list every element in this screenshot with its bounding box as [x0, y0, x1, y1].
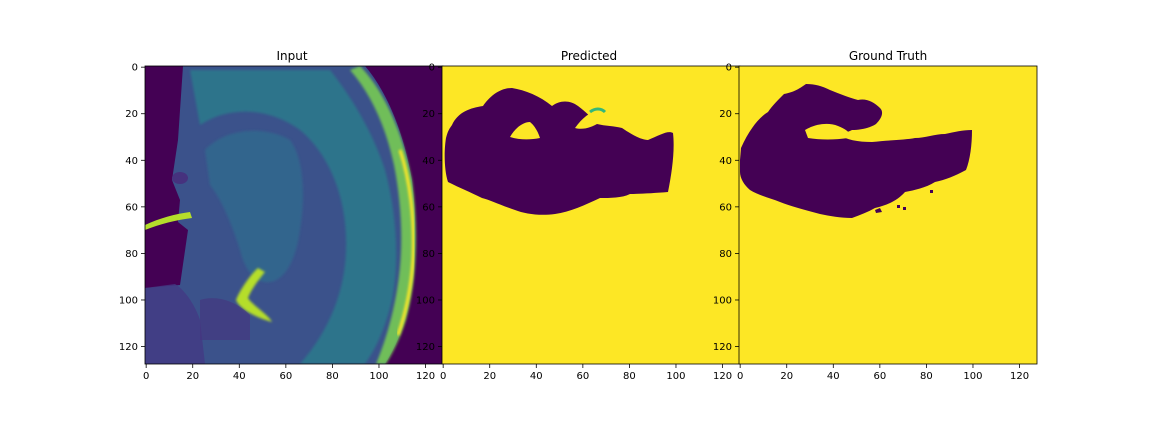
y-tick-label: 40 — [125, 156, 138, 167]
y-tick-label: 0 — [132, 63, 138, 74]
x-tick-label: 40 — [530, 371, 543, 382]
x-tick-label: 80 — [920, 371, 933, 382]
x-tick-label: 80 — [623, 371, 636, 382]
y-tick-label: 80 — [422, 249, 435, 260]
input-title: Input — [276, 49, 307, 63]
y-tick-label: 120 — [713, 342, 732, 353]
ground-truth-title: Ground Truth — [849, 49, 927, 63]
y-tick-label: 100 — [119, 295, 138, 306]
x-tick-label: 20 — [483, 371, 496, 382]
x-tick-label: 60 — [576, 371, 589, 382]
x-tick-label: 20 — [780, 371, 793, 382]
y-tick-label: 120 — [119, 342, 138, 353]
y-tick-label: 60 — [125, 202, 138, 213]
ground-truth-y-ticks: 0 20 40 60 80 100 120 — [713, 63, 739, 353]
y-tick-label: 0 — [726, 63, 732, 74]
x-tick-label: 0 — [440, 371, 446, 382]
x-tick-label: 20 — [186, 371, 199, 382]
x-tick-label: 60 — [279, 371, 292, 382]
y-tick-label: 100 — [713, 295, 732, 306]
x-tick-label: 120 — [713, 371, 732, 382]
ground-truth-axes-frame — [738, 65, 1038, 365]
ground-truth-panel: Ground Truth 0 20 40 60 80 100 120 0 20 40 60 80 10… — [713, 49, 1038, 382]
y-tick-label: 120 — [416, 342, 435, 353]
input-y-ticks: 0 20 40 60 80 100 120 — [119, 63, 145, 353]
x-tick-label: 120 — [416, 371, 435, 382]
y-tick-label: 80 — [719, 249, 732, 260]
predicted-x-ticks: 0 20 40 60 80 100 120 — [440, 364, 732, 382]
ground-truth-x-ticks: 0 20 40 60 80 100 120 — [737, 364, 1029, 382]
x-tick-label: 80 — [326, 371, 339, 382]
y-tick-label: 20 — [125, 109, 138, 120]
predicted-y-ticks: 0 20 40 60 80 100 120 — [416, 63, 442, 353]
y-tick-label: 40 — [422, 156, 435, 167]
x-tick-label: 0 — [143, 371, 149, 382]
y-tick-label: 100 — [416, 295, 435, 306]
y-tick-label: 20 — [719, 109, 732, 120]
input-panel: Input 0 20 40 60 80 100 120 0 20 40 60 80 100 120 — [119, 49, 444, 382]
predicted-title: Predicted — [561, 49, 617, 63]
x-tick-label: 100 — [666, 371, 685, 382]
predicted-image — [442, 66, 740, 364]
y-tick-label: 60 — [422, 202, 435, 213]
x-tick-label: 60 — [873, 371, 886, 382]
x-tick-label: 0 — [737, 371, 743, 382]
y-tick-label: 40 — [719, 156, 732, 167]
y-tick-label: 20 — [422, 109, 435, 120]
y-tick-label: 80 — [125, 249, 138, 260]
x-tick-label: 100 — [369, 371, 388, 382]
x-tick-label: 100 — [963, 371, 982, 382]
y-tick-label: 0 — [429, 63, 435, 74]
predicted-panel: Predicted 0 20 40 60 80 100 120 0 20 40 60 80 100 12… — [416, 49, 741, 382]
x-tick-label: 120 — [1010, 371, 1029, 382]
y-tick-label: 60 — [719, 202, 732, 213]
x-tick-label: 40 — [233, 371, 246, 382]
x-tick-label: 40 — [827, 371, 840, 382]
input-image — [145, 66, 443, 364]
input-x-ticks: 0 20 40 60 80 100 120 — [143, 364, 435, 382]
ground-truth-image — [739, 66, 1037, 364]
